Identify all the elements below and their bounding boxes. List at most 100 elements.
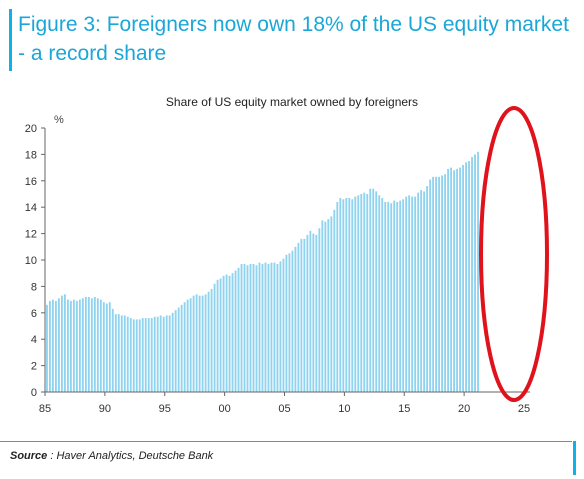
bar <box>342 199 345 392</box>
bar <box>309 230 312 392</box>
y-axis-unit-label: % <box>54 114 64 126</box>
bar <box>201 295 204 392</box>
bar <box>150 318 153 392</box>
bar <box>261 263 264 392</box>
bar <box>46 304 48 392</box>
bar <box>141 318 144 392</box>
bar <box>186 299 189 392</box>
bar <box>276 263 279 392</box>
bar <box>315 234 318 392</box>
bar <box>189 298 192 392</box>
bar <box>336 201 339 392</box>
bar <box>384 201 387 392</box>
bar <box>474 154 476 392</box>
bar <box>423 191 426 392</box>
bar <box>87 296 90 392</box>
bar <box>63 294 66 392</box>
bar <box>282 258 285 392</box>
bar <box>258 262 261 392</box>
x-tick-label: 10 <box>338 403 350 415</box>
bar <box>450 167 453 392</box>
x-tick-label: 20 <box>458 403 470 415</box>
bar <box>288 253 291 392</box>
bar <box>420 190 423 392</box>
bar <box>231 273 234 392</box>
bar <box>144 318 147 392</box>
bar <box>285 254 288 392</box>
bar <box>195 294 198 392</box>
title-accent-bar <box>9 9 12 71</box>
x-tick-label: 85 <box>39 403 51 415</box>
bar <box>222 275 225 392</box>
bar <box>123 315 126 392</box>
bar <box>408 195 411 392</box>
bar <box>72 299 75 392</box>
bar <box>456 168 458 392</box>
bar <box>312 233 315 392</box>
bar <box>153 316 156 392</box>
x-tick-label: 25 <box>518 403 530 415</box>
y-tick-label: 4 <box>31 334 37 346</box>
x-tick-label: 15 <box>398 403 410 415</box>
bar <box>114 314 117 392</box>
bar <box>51 299 54 392</box>
bar <box>333 209 336 392</box>
source-note: Source : Haver Analytics, Deutsche Bank <box>10 450 213 462</box>
bar <box>102 302 105 392</box>
bar <box>213 283 216 392</box>
bar <box>426 186 429 392</box>
bar <box>372 188 375 392</box>
bar <box>243 263 246 392</box>
bar <box>270 262 273 392</box>
bar <box>108 302 111 392</box>
x-tick-label: 00 <box>219 403 231 415</box>
x-tick-label: 05 <box>278 403 290 415</box>
bar <box>429 179 432 392</box>
bar <box>159 315 162 392</box>
bar <box>291 250 294 392</box>
bar <box>234 270 237 392</box>
bar <box>300 238 303 392</box>
bar <box>294 246 297 392</box>
y-tick-label: 18 <box>25 149 37 161</box>
source-text: : Haver Analytics, Deutsche Bank <box>47 450 214 462</box>
bar <box>402 199 405 392</box>
bar <box>126 316 129 392</box>
bar <box>135 319 138 392</box>
bar <box>129 318 132 392</box>
bar <box>435 176 438 392</box>
bar <box>447 168 450 392</box>
bar <box>471 157 473 392</box>
bar <box>48 300 51 392</box>
y-tick-label: 6 <box>31 308 37 320</box>
bar <box>438 176 441 392</box>
bar <box>204 294 207 392</box>
bar <box>132 319 135 392</box>
bar <box>162 316 165 392</box>
y-tick-label: 20 <box>25 123 37 135</box>
bar <box>279 261 282 392</box>
bar <box>75 300 78 392</box>
y-tick-label: 16 <box>25 176 37 188</box>
bar <box>393 200 396 392</box>
bar <box>327 219 330 392</box>
bar <box>453 170 456 392</box>
bar <box>111 308 114 392</box>
bar <box>381 197 384 392</box>
bar <box>252 263 255 392</box>
bar <box>339 197 342 392</box>
bar <box>183 302 186 392</box>
bar <box>90 298 93 392</box>
source-side-bar <box>573 441 576 475</box>
highlight-ellipse <box>479 106 549 402</box>
bar <box>321 220 324 392</box>
bar <box>54 300 57 392</box>
bar <box>318 228 321 392</box>
bar <box>96 298 99 392</box>
bar <box>246 265 249 392</box>
bar <box>81 298 84 392</box>
bar <box>57 298 60 392</box>
bar <box>66 299 69 392</box>
bar <box>405 196 408 392</box>
y-tick-label: 2 <box>31 361 37 373</box>
